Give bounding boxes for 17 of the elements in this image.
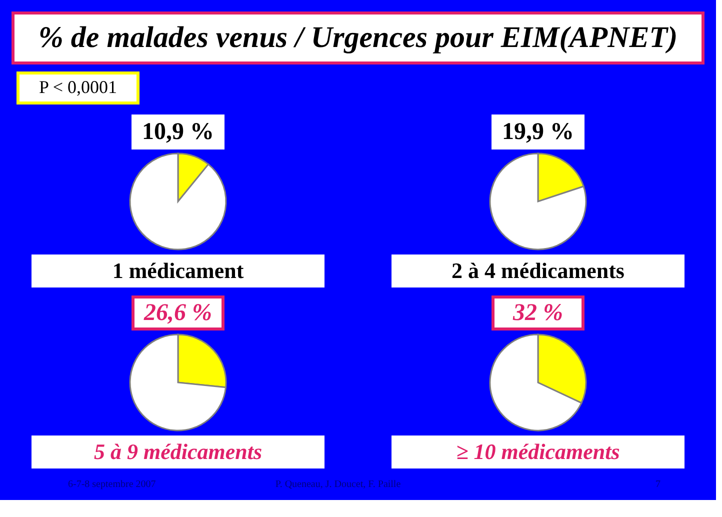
data-label: 32 % [512,300,563,326]
data-label: 26,6 % [143,300,212,326]
pie-slice [129,152,227,250]
pie-slice [129,334,227,432]
text: 2 à 4 médicaments [452,258,625,283]
pie-slice [489,152,587,250]
pie-slice [489,334,582,432]
text: ≥ 10 médicaments [456,439,620,464]
data-label: 19,9 % [502,119,574,145]
text: 1 médicament [112,258,244,283]
data-label: 10,9 % [142,119,214,145]
text: 6-7-8 septembre 2007 [68,479,156,490]
text: 5 à 9 médicaments [94,439,262,464]
text: 7 [656,479,660,490]
text: P. Queneau, J. Doucet, F. Paille [275,479,402,490]
text: % de malades venus / Urgences pour EIM(APNET) [38,21,678,54]
text: P < 0,0001 [39,77,117,97]
